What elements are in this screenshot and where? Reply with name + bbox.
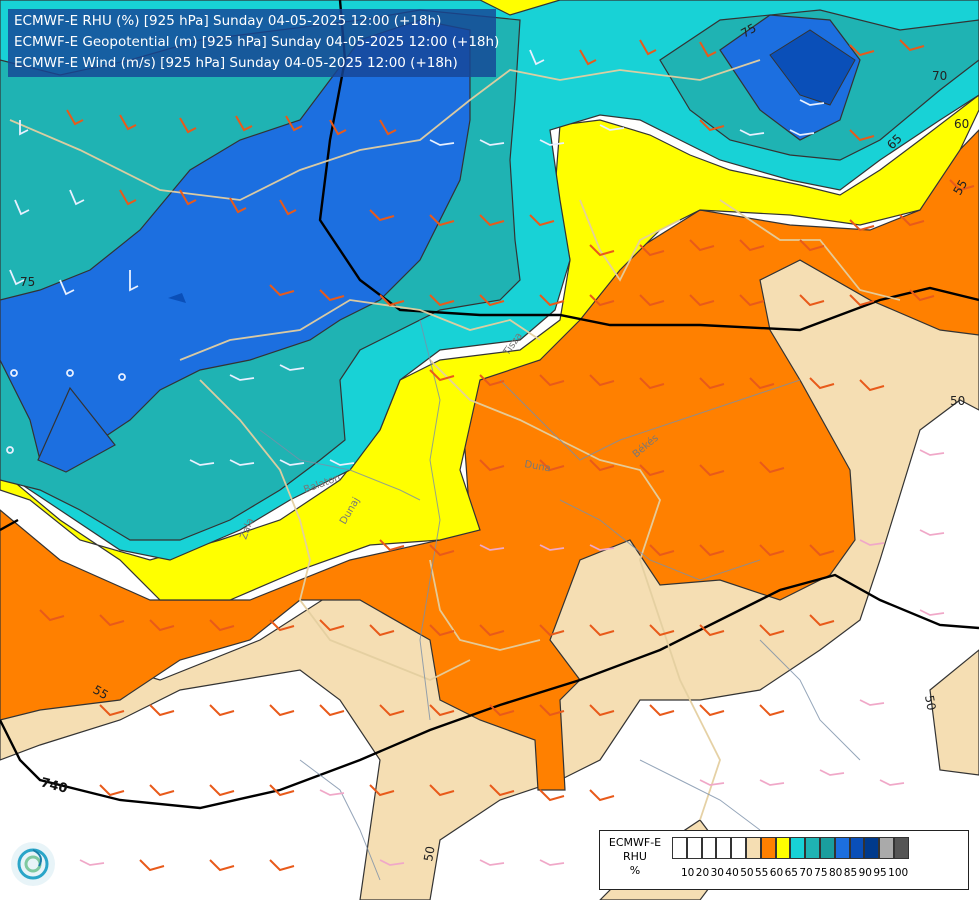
contour-label-75b: 75 [739, 21, 759, 41]
legend-tick-label: 10 [681, 867, 695, 879]
contour-label-50: 50 [950, 394, 965, 408]
map-title-box: ECMWF-E RHU (%) [925 hPa] Sunday 04-05-2… [8, 9, 500, 77]
legend-tick-label: 50 [740, 867, 754, 879]
legend-tick-label: 65 [784, 867, 798, 879]
legend-tick-label: 80 [828, 867, 843, 879]
legend-swatches [672, 837, 909, 859]
legend-swatch [864, 837, 880, 859]
geopotential-740-line [318, 0, 979, 332]
legend-swatch [731, 837, 746, 859]
place-label-duna: Duna [523, 459, 551, 474]
wind-barbs [39, 39, 975, 872]
legend-tick-label: 90 [858, 867, 872, 879]
legend-swatch [716, 837, 732, 859]
title-rhu: ECMWF-E RHU (%) [925 hPa] Sunday 04-05-2… [14, 13, 442, 29]
contour-label-60: 60 [954, 117, 969, 131]
legend-swatch [745, 837, 761, 859]
legend-swatch [701, 837, 717, 859]
contour-label-50c: 50 [922, 694, 938, 711]
legend-tick-label: 30 [710, 867, 724, 879]
legend-tick-label: 75 [814, 867, 828, 879]
legend-swatch [893, 837, 909, 859]
legend-swatch [686, 837, 702, 859]
legend-swatch [790, 837, 806, 859]
rhu-legend: ECMWF-E RHU % 10 20 30 40 50 55 60 65 70 75 80 85 90… [599, 830, 969, 890]
contour-label-50b: 50 [421, 845, 437, 862]
geopotential-label-740: 740 [39, 775, 69, 797]
legend-swatch [879, 837, 894, 859]
contour-label-55b: 55 [91, 682, 111, 702]
legend-tick-label: 55 [754, 867, 769, 879]
legend-title-line-3: % [629, 864, 641, 877]
legend-tick-label: 95 [873, 867, 887, 879]
legend-tick-label: 20 [695, 867, 710, 879]
contour-label-70: 70 [932, 69, 947, 83]
legend-swatch [834, 837, 850, 859]
legend-swatch [775, 837, 791, 859]
legend-tick-label: 60 [769, 867, 784, 879]
contour-label-55: 55 [950, 177, 970, 197]
legend-tick-label: 40 [725, 867, 739, 879]
legend-swatch [760, 837, 776, 859]
legend-title-line-2: RHU [623, 850, 647, 863]
legend-title-line-1: ECMWF-E [608, 836, 662, 849]
legend-swatch [849, 837, 865, 859]
title-geopotential: ECMWF-E Geopotential (m) [925 hPa] Sunda… [14, 34, 500, 50]
legend-tick-label: 100 [888, 867, 909, 879]
title-wind: ECMWF-E Wind (m/s) [925 hPa] Sunday 04-0… [14, 55, 458, 71]
ecmwf-logo-icon [11, 842, 55, 886]
legend-tick-label: 85 [843, 867, 858, 879]
legend-ticks: 10 20 30 40 50 55 60 65 70 75 80 85 90 95 100 [681, 867, 909, 879]
legend-swatch [805, 837, 820, 859]
contour-label-75: 75 [20, 275, 35, 289]
legend-swatch [819, 837, 835, 859]
rhu-band-80 [769, 29, 856, 106]
legend-tick-label: 70 [799, 867, 813, 879]
legend-swatch [672, 837, 687, 859]
legend-title: ECMWF-E RHU % [604, 836, 666, 878]
